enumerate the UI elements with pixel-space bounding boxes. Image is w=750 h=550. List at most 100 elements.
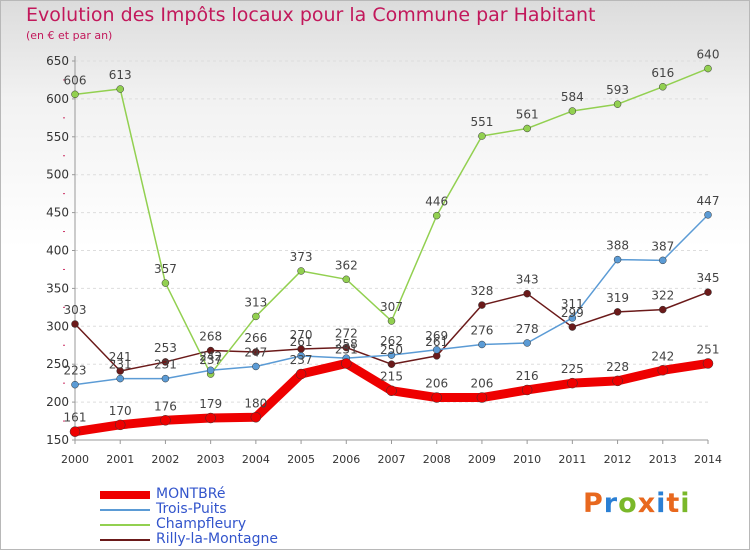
data-point — [71, 320, 79, 328]
data-point — [297, 352, 305, 360]
logo-letter: i — [680, 488, 691, 519]
data-label: 247 — [244, 345, 267, 359]
data-point — [704, 211, 712, 219]
data-label: 616 — [651, 66, 674, 80]
data-point — [613, 100, 622, 108]
y-tick-label: 600 — [46, 92, 69, 106]
data-point — [523, 124, 531, 133]
data-label: 446 — [425, 195, 448, 209]
data-label: 170 — [109, 404, 132, 418]
y-tick-label: 500 — [46, 168, 69, 182]
x-tick-label: 2003 — [197, 453, 225, 466]
logo-letter: x — [637, 488, 657, 519]
data-label: 447 — [697, 194, 720, 208]
logo-letter: o — [618, 488, 638, 519]
x-tick-label: 2002 — [151, 453, 179, 466]
data-point — [161, 374, 170, 383]
data-label: 373 — [290, 250, 313, 264]
data-label: 228 — [606, 360, 629, 374]
data-label: 242 — [199, 349, 222, 363]
data-label: 268 — [199, 330, 222, 344]
data-point — [521, 384, 533, 396]
data-point — [387, 317, 396, 325]
x-tick-label: 2011 — [558, 453, 586, 466]
data-label: 237 — [199, 353, 222, 367]
data-point — [252, 362, 260, 371]
legend-label: Rilly-la-Montagne — [156, 531, 278, 547]
y-tick-label: 450 — [46, 206, 69, 220]
data-point — [478, 301, 486, 309]
data-point — [387, 351, 396, 359]
data-label: 606 — [64, 73, 87, 87]
data-label: 250 — [380, 343, 403, 357]
data-label: 242 — [651, 349, 674, 363]
series-line-Champfleury — [74, 67, 709, 375]
data-point — [69, 426, 81, 437]
data-point — [205, 412, 216, 424]
x-tick-label: 2007 — [378, 453, 406, 466]
data-point — [116, 374, 124, 383]
x-tick-label: 2000 — [61, 453, 89, 466]
data-point — [342, 275, 351, 284]
data-label: 270 — [290, 328, 313, 342]
data-point — [114, 419, 126, 431]
y-tick-label: 650 — [46, 54, 69, 68]
data-label: 388 — [606, 239, 629, 253]
data-point — [431, 392, 442, 403]
y-tick-label: 300 — [46, 319, 69, 333]
data-label: 551 — [470, 115, 493, 129]
chart-title: Evolution des Impôts locaux pour la Comm… — [26, 4, 596, 26]
data-point — [568, 323, 577, 331]
chart-subtitle: (en € et par an) — [26, 29, 113, 42]
data-point — [116, 85, 124, 93]
legend-swatch — [100, 509, 150, 511]
data-point — [478, 340, 486, 349]
logo-letter: P — [583, 488, 604, 519]
data-point — [659, 256, 667, 265]
data-label: 225 — [561, 362, 584, 376]
data-label: 231 — [109, 358, 132, 372]
data-point — [342, 343, 351, 352]
data-label: 206 — [470, 377, 493, 391]
data-label: 319 — [606, 291, 629, 305]
data-point — [659, 83, 667, 91]
data-label: 278 — [516, 322, 539, 336]
legend-swatch — [100, 539, 150, 541]
x-tick-label: 2001 — [106, 453, 134, 466]
data-label: 345 — [697, 271, 720, 285]
data-label: 299 — [561, 306, 584, 320]
x-tick-label: 2012 — [604, 453, 632, 466]
data-point — [568, 314, 577, 322]
x-tick-label: 2004 — [242, 453, 270, 466]
x-tick-label: 2013 — [649, 453, 677, 466]
data-label: 613 — [109, 68, 132, 82]
x-tick-label: 2009 — [468, 453, 496, 466]
data-point — [252, 312, 260, 321]
data-point — [341, 358, 352, 369]
data-label: 161 — [64, 411, 87, 425]
logo-letter: i — [656, 488, 667, 519]
data-label: 640 — [697, 48, 720, 62]
data-label: 251 — [697, 342, 720, 356]
data-point — [160, 415, 171, 426]
data-point — [704, 288, 712, 296]
y-tick-label: 150 — [46, 433, 69, 447]
data-point — [386, 385, 397, 396]
data-label: 272 — [335, 327, 358, 341]
data-label: 322 — [651, 289, 674, 303]
data-point — [523, 339, 531, 347]
data-label: 231 — [154, 358, 177, 372]
data-label: 307 — [380, 300, 403, 314]
legend-swatch — [100, 524, 150, 526]
data-label: 561 — [516, 107, 539, 121]
data-point — [432, 211, 441, 220]
legend-swatch — [100, 491, 150, 499]
x-tick-label: 2006 — [332, 453, 360, 466]
data-point — [295, 368, 307, 380]
data-point — [206, 346, 215, 355]
data-point — [702, 358, 714, 369]
data-label: 262 — [380, 334, 403, 348]
data-label: 216 — [516, 369, 539, 383]
data-label: 241 — [109, 350, 132, 364]
